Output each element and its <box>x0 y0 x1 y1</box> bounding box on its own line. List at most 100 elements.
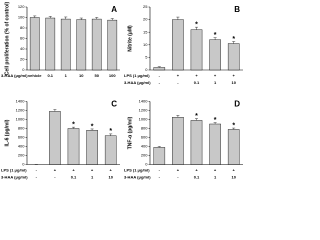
y-axis-label: TNF-α (pg/ml) <box>127 116 133 149</box>
condition-label: 0.1 <box>71 175 77 180</box>
row-name: LPS (1 μg/ml) <box>124 73 150 78</box>
y-tick-label: 1400 <box>16 99 26 104</box>
y-axis-label: Cell proliferation (% of control) <box>4 2 10 76</box>
y-axis-label: IL-6 (pg/ml) <box>4 119 10 146</box>
row-name: 3-HAA (μg/ml) <box>124 80 151 85</box>
condition-label: 0.1 <box>194 175 200 180</box>
bar <box>29 17 40 71</box>
y-tick-label: 200 <box>18 153 25 158</box>
condition-label: - <box>36 168 38 173</box>
condition-label: + <box>233 168 236 173</box>
bar <box>91 18 102 71</box>
panel-label: C <box>111 100 117 109</box>
condition-label: - <box>159 175 161 180</box>
significance: * <box>232 36 235 43</box>
condition-label: + <box>214 168 217 173</box>
y-tick-label: 20 <box>20 57 25 62</box>
y-tick-label: 5 <box>145 54 148 59</box>
y-tick-label: 800 <box>18 126 25 131</box>
row-name: 3-HAA (μg/ml) <box>124 175 151 180</box>
y-tick-label: 1000 <box>139 117 149 122</box>
condition-label: 10 <box>231 175 236 180</box>
significance: * <box>109 128 112 135</box>
bar <box>104 135 117 165</box>
y-tick-label: 100 <box>18 15 25 20</box>
y-axis-label: Nitrite (μM) <box>127 25 133 52</box>
significance: * <box>195 113 198 120</box>
condition-label: 10 <box>79 73 84 78</box>
bar <box>172 19 184 71</box>
y-tick-label: 20 <box>143 17 148 22</box>
significance: * <box>214 32 217 39</box>
y-tick-label: 1200 <box>16 108 26 113</box>
condition-label: + <box>72 168 75 173</box>
y-tick-label: 400 <box>141 144 148 149</box>
condition-label: - <box>159 80 161 85</box>
y-tick-label: 200 <box>141 153 148 158</box>
condition-label: 10 <box>231 80 236 85</box>
bar <box>45 17 56 71</box>
condition-label: 50 <box>95 73 100 78</box>
condition-label: 1 <box>91 175 94 180</box>
y-tick-label: 600 <box>18 135 25 140</box>
bar <box>209 39 221 71</box>
row-name: LPS (1 μg/ml) <box>124 168 150 173</box>
significance: * <box>91 123 94 130</box>
condition-label: 1 <box>65 73 68 78</box>
y-tick-label: 0 <box>145 67 148 72</box>
condition-label: + <box>233 73 236 78</box>
y-tick-label: 0 <box>145 162 148 167</box>
y-tick-label: 10 <box>143 42 148 47</box>
y-tick-label: 1200 <box>139 108 149 113</box>
bar <box>60 18 71 71</box>
significance: * <box>72 121 75 128</box>
condition-label: 0.1 <box>47 73 53 78</box>
y-tick-label: 15 <box>143 29 148 34</box>
condition-label: + <box>195 168 198 173</box>
y-tick-label: 0 <box>22 67 25 72</box>
y-tick-label: 400 <box>18 144 25 149</box>
condition-label: 1 <box>214 175 217 180</box>
y-tick-label: 80 <box>20 25 25 30</box>
y-tick-label: 120 <box>18 4 25 9</box>
bar <box>49 111 61 165</box>
y-tick-label: 1000 <box>16 117 26 122</box>
condition-label: vehicle <box>28 73 42 78</box>
condition-label: - <box>159 73 161 78</box>
bar <box>190 120 203 165</box>
condition-label: - <box>159 168 161 173</box>
bar <box>153 147 166 165</box>
bar <box>76 19 87 71</box>
bar <box>172 117 184 165</box>
row-name: LPS (1 μg/ml) <box>1 168 27 173</box>
condition-label: 1 <box>214 80 217 85</box>
condition-label: 0.1 <box>194 80 200 85</box>
bar <box>86 130 98 165</box>
panel-label: B <box>234 5 240 14</box>
condition-label: + <box>110 168 113 173</box>
bar <box>190 29 203 71</box>
y-tick-label: 600 <box>141 135 148 140</box>
y-tick-label: 0 <box>22 162 25 167</box>
bar <box>67 128 80 165</box>
condition-label: - <box>54 175 56 180</box>
condition-label: + <box>91 168 94 173</box>
y-tick-label: 40 <box>20 46 25 51</box>
bar <box>209 123 221 165</box>
panel-label: A <box>111 5 117 14</box>
condition-label: 10 <box>108 175 113 180</box>
condition-label: - <box>36 175 38 180</box>
bar <box>153 67 166 71</box>
condition-label: + <box>214 73 217 78</box>
row-name: 3-HAA (μg/ml) <box>1 175 28 180</box>
bar <box>227 43 240 71</box>
y-tick-label: 800 <box>141 126 148 131</box>
y-tick-label: 60 <box>20 36 25 41</box>
condition-label: + <box>177 73 180 78</box>
panel-label: D <box>234 100 240 109</box>
row-name: 3-HAA (μg/ml) <box>1 73 28 78</box>
condition-label: - <box>177 80 179 85</box>
bar <box>107 19 118 71</box>
condition-label: 100 <box>109 73 116 78</box>
